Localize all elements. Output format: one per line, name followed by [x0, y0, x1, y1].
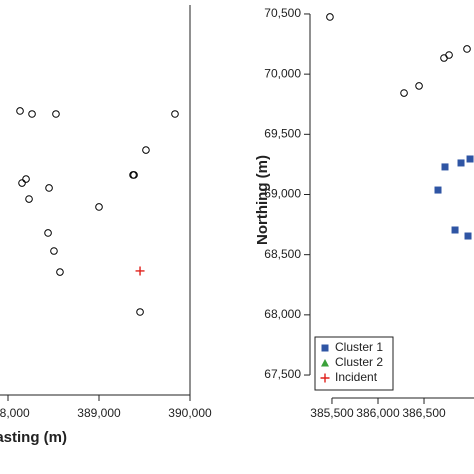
data-point: [16, 107, 24, 115]
data-point: [466, 155, 474, 163]
x-tick-label: 386,500: [402, 406, 446, 420]
data-point: [18, 179, 26, 187]
x-tick-label: 386,000: [356, 406, 400, 420]
data-point: [415, 82, 423, 90]
legend-label: Incident: [335, 370, 378, 384]
data-point: [457, 159, 465, 167]
plot-frame: [0, 5, 191, 396]
y-tick-label: 69,000: [264, 187, 301, 201]
data-point: [44, 229, 52, 237]
data-point: [56, 268, 64, 276]
data-point: [451, 226, 459, 234]
x-tick-label: 389,000: [77, 406, 121, 420]
data-point: [142, 146, 150, 154]
data-point: [463, 45, 471, 53]
y-axis-title: Northing (m): [254, 155, 271, 245]
legend-marker: [321, 359, 329, 367]
x-tick-label: 390,000: [168, 406, 212, 420]
data-point: [464, 232, 472, 240]
data-point: [171, 110, 179, 118]
data-point: [135, 266, 145, 276]
data-point: [441, 163, 449, 171]
x-axis-title: Easting (m): [0, 429, 67, 446]
data-point: [130, 171, 138, 179]
data-point: [434, 186, 442, 194]
y-tick-label: 67,500: [264, 367, 301, 381]
data-point: [400, 89, 408, 97]
y-tick-label: 69,500: [264, 126, 301, 140]
data-point: [25, 195, 33, 203]
y-tick-label: 70,500: [264, 6, 301, 20]
data-point: [326, 13, 334, 21]
data-point: [445, 51, 453, 59]
legend-marker: [321, 344, 329, 352]
data-point: [28, 110, 36, 118]
data-point: [50, 247, 58, 255]
legend-label: Cluster 2: [335, 355, 383, 369]
data-point: [52, 110, 60, 118]
data-point: [136, 308, 144, 316]
data-point: [22, 175, 30, 183]
y-tick-label: 68,500: [264, 247, 301, 261]
legend-label: Cluster 1: [335, 340, 383, 354]
legend-marker: [320, 373, 330, 383]
x-tick-label: 385,500: [310, 406, 354, 420]
data-point: [45, 184, 53, 192]
y-tick-label: 70,000: [264, 66, 301, 80]
y-tick-label: 68,000: [264, 307, 301, 321]
data-point: [95, 203, 103, 211]
x-tick-label: 388,000: [0, 406, 30, 420]
